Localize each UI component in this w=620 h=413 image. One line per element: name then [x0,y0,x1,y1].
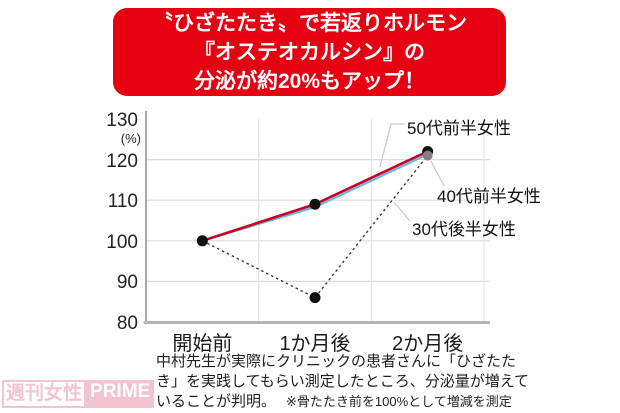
label-leader-line [430,160,445,187]
series-line-30代後半女性 [202,155,429,299]
series-label-30s-women: 30代後半女性 [412,220,516,239]
series-label-50s-women: 50代前半女性 [407,119,511,138]
series-label-40s-women: 40代前半女性 [437,187,541,206]
caption-line-2: き」を実践してもらい測定したところ、分泌量が増えて [156,373,530,390]
data-point [422,150,433,161]
label-leader-line [379,123,405,168]
caption-footnote: ※骨たたき前を100%として増減を測定 [286,394,512,409]
headline-line-3: 分泌が約20%もアップ！ [193,70,426,93]
data-point [309,292,321,304]
series-line-50代前半女性 [201,150,429,243]
headline-banner: 〝ひざたたき〟で若返りホルモン 『オステオカルシン』の 分泌が約20%もアップ！ [113,8,506,96]
caption-line-3: いることが判明。 ※骨たたき前を100%として増減を測定 [156,392,556,412]
headline-line-2: 『オステオカルシン』の [194,41,425,64]
caption-line-1: 中村先生が実際にクリニックの患者さんに「ひざたた [156,353,517,370]
watermark-magazine-name: 週刊女性 [2,380,87,408]
label-leader-line [393,201,411,222]
data-point [196,235,208,247]
caption: 中村先生が実際にクリニックの患者さんに「ひざたた き」を実践してもらい測定したと… [156,352,556,412]
caption-line-3-text: いることが判明。 [156,393,277,410]
data-point [309,198,321,210]
watermark: 週刊女性 PRIME [2,380,155,408]
watermark-prime-label: PRIME [86,380,155,408]
headline-line-1: 〝ひざたたき〟で若返りホルモン [152,12,467,35]
